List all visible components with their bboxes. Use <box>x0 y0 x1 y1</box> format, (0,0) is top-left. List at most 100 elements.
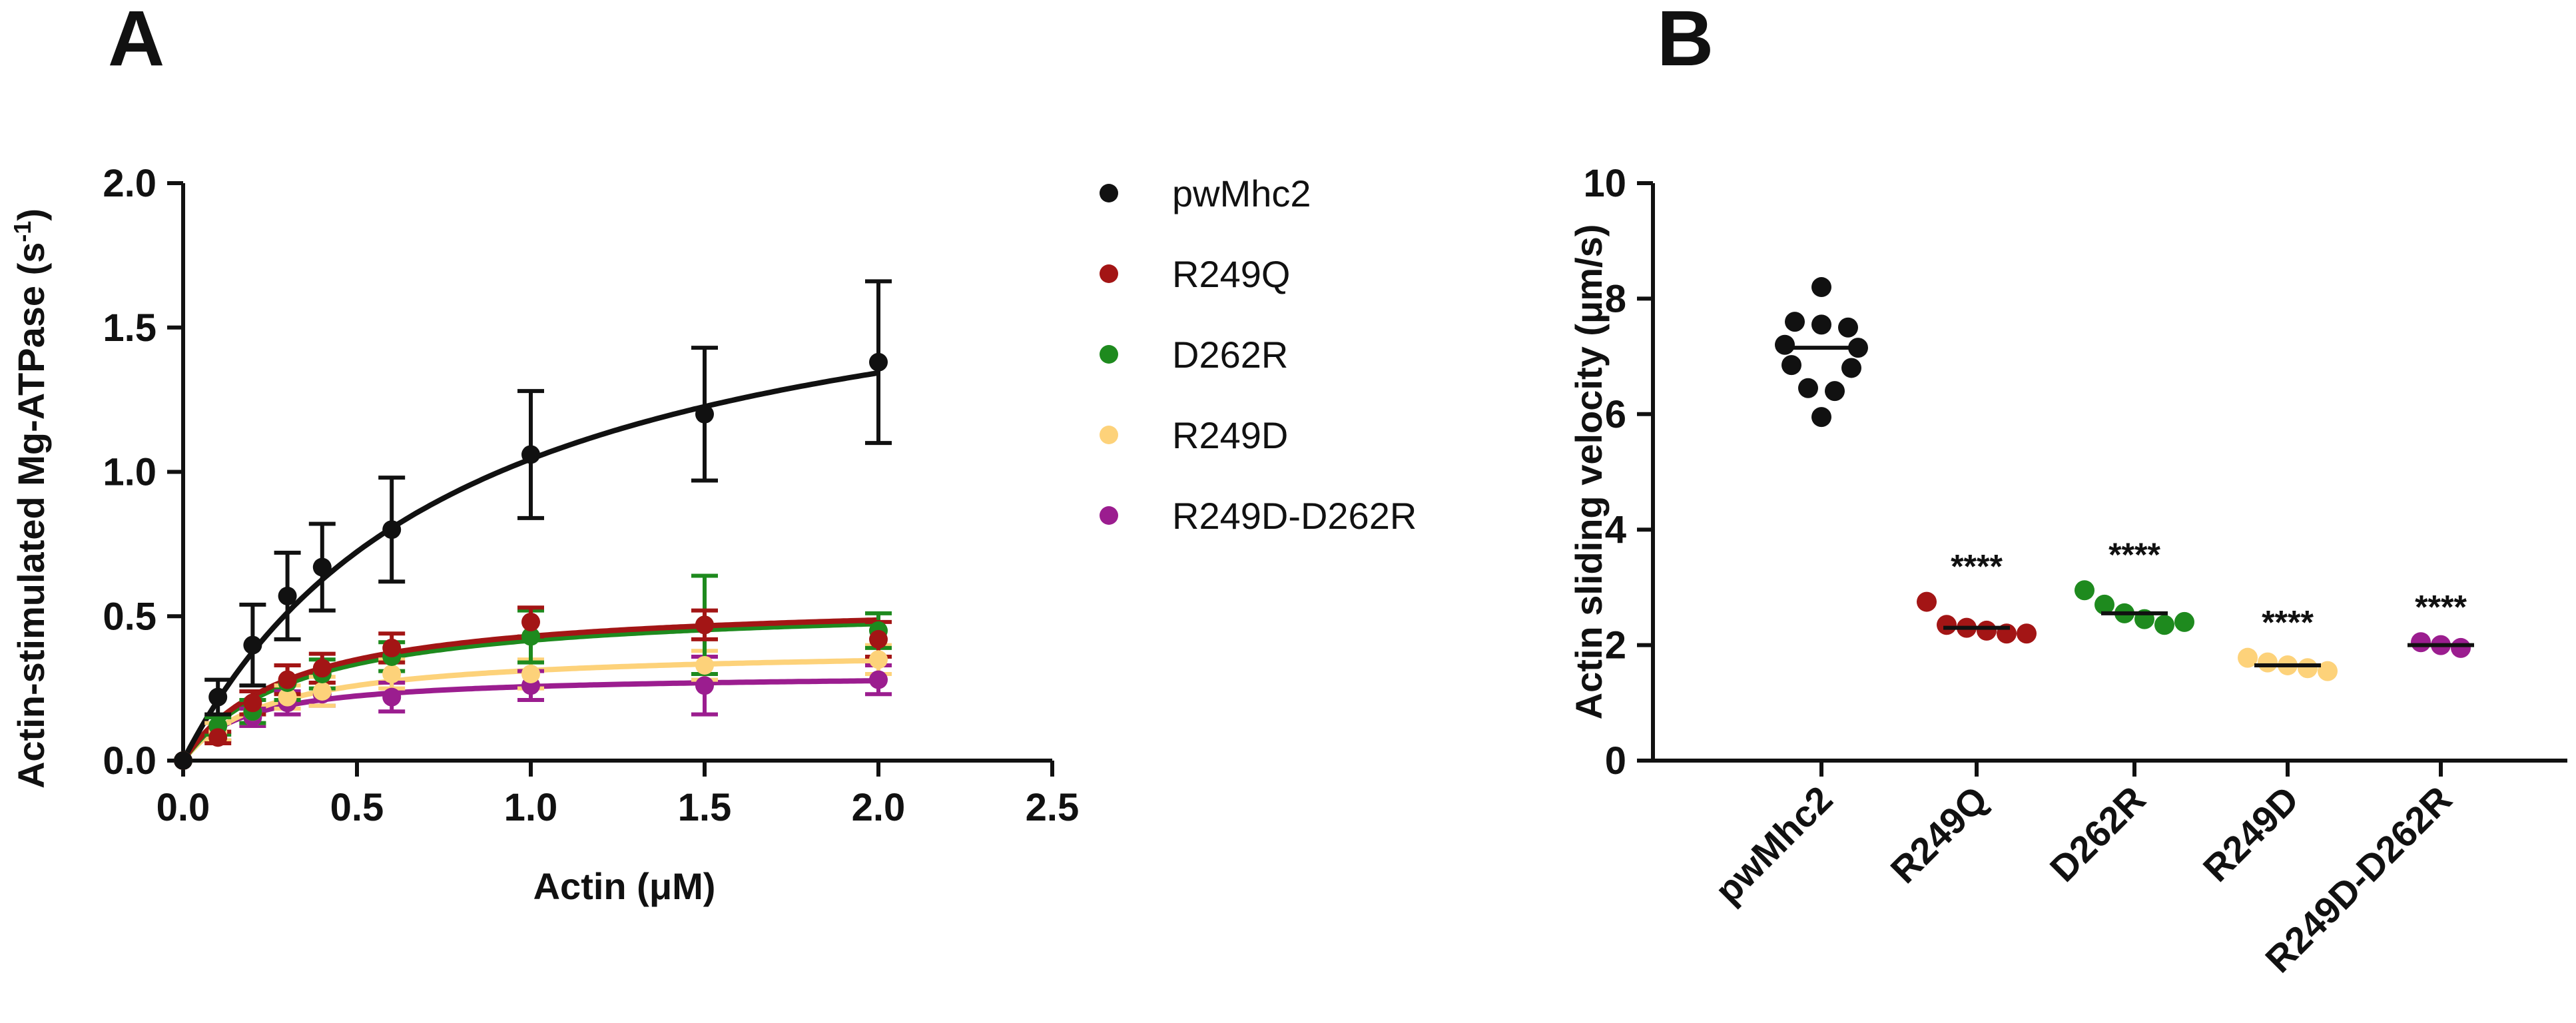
point-pwmhc2 <box>1838 317 1858 338</box>
data-point-r249d <box>521 664 540 683</box>
panel-a-x-axis-title: Actin (μM) <box>533 865 716 907</box>
legend-label-r249q: R249Q <box>1172 253 1290 295</box>
data-point-r249d-d262r <box>695 676 714 695</box>
point-r249d <box>2238 647 2258 668</box>
panel-b-y-tick-label: 0 <box>1605 739 1626 783</box>
data-point-pwmhc2 <box>382 520 402 539</box>
point-r249d <box>2298 658 2318 679</box>
legend-marker-r249d <box>1100 426 1118 444</box>
point-d262r <box>2094 594 2114 615</box>
point-pwmhc2 <box>1785 312 1805 332</box>
data-point-pwmhc2 <box>869 352 888 372</box>
panel-a-y-axis-title: Actin-stimulated Mg-ATPase (s-1) <box>9 208 53 789</box>
panel-a-y-tick-label: 1.0 <box>103 451 157 494</box>
point-r249d <box>2318 661 2338 681</box>
legend-marker-r249q <box>1100 264 1118 283</box>
data-point-pwmhc2 <box>208 687 228 707</box>
legend-marker-r249d-d262r <box>1100 506 1118 525</box>
panel-a-legend: pwMhc2 R249Q D262R R249D R249D-D262R <box>1100 172 1417 537</box>
point-r249d-d262r <box>2451 637 2471 658</box>
data-point-pwmhc2 <box>521 445 540 464</box>
point-r249q <box>1937 615 1957 635</box>
significance-d262r: **** <box>2108 536 2160 573</box>
legend-label-r249d: R249D <box>1172 414 1288 456</box>
legend-marker-pwmhc2 <box>1100 184 1118 202</box>
panel-b-y-tick-label: 6 <box>1605 393 1626 436</box>
panel-a-x-tick-label: 0.5 <box>330 786 384 829</box>
point-pwmhc2 <box>1841 358 1861 378</box>
point-r249d-d262r <box>2411 632 2431 653</box>
point-d262r <box>2075 580 2094 601</box>
panel-b-significance-labels: **** **** **** **** <box>1951 536 2467 641</box>
data-point-r249q <box>312 659 332 678</box>
panel-a-y-tick-label: 0.5 <box>103 595 157 638</box>
data-point-r249d <box>278 687 297 707</box>
panel-letter-b: B <box>1657 0 1714 83</box>
data-point-r249q <box>695 615 714 635</box>
panel-a-x-tick-label: 2.5 <box>1026 786 1080 829</box>
data-point-pwmhc2 <box>278 586 297 605</box>
category-label-d262r: D262R <box>2042 778 2154 890</box>
panel-a-y-axis-title-main: Actin-stimulated Mg-ATPase (s <box>10 242 52 789</box>
data-point-r249d-d262r <box>382 687 402 707</box>
panel-a-data-points <box>174 352 888 770</box>
panel-b-data-points <box>1775 277 2471 681</box>
data-point-r249q <box>208 728 228 747</box>
significance-r249q: **** <box>1951 548 2003 585</box>
data-point-pwmhc2 <box>174 751 192 770</box>
data-point-r249d <box>695 655 714 675</box>
category-label-r249q: R249Q <box>1882 778 1995 891</box>
category-label-r249d: R249D <box>2195 778 2307 890</box>
point-d262r <box>2154 615 2174 635</box>
data-point-d262r <box>521 627 540 646</box>
panel-b-y-axis-title: Actin sliding velocity (μm/s) <box>1568 224 1610 720</box>
significance-r249d-d262r: **** <box>2415 588 2467 625</box>
panel-b-y-tick-label: 4 <box>1605 508 1626 551</box>
panel-a-axes: 0.0 0.5 1.0 1.5 2.0 2.5 0.0 0.5 1.0 1.5 2.0 <box>103 162 1079 829</box>
panel-b-y-tick-label: 10 <box>1583 162 1626 205</box>
panel-a-y-tick-label: 0.0 <box>103 739 157 783</box>
data-point-pwmhc2 <box>243 635 262 655</box>
panel-b-mean-lines <box>1781 346 2474 667</box>
point-r249q <box>1917 591 1937 612</box>
category-label-pwmhc2: pwMhc2 <box>1707 778 1841 912</box>
point-pwmhc2 <box>1781 355 1801 376</box>
data-point-r249d <box>382 664 402 683</box>
data-point-r249q <box>521 612 540 631</box>
legend-label-d262r: D262R <box>1172 334 1288 376</box>
point-r249d <box>2258 652 2278 673</box>
legend-label-pwmhc2: pwMhc2 <box>1172 172 1311 214</box>
data-point-pwmhc2 <box>695 404 714 424</box>
data-point-r249q <box>278 670 297 689</box>
panel-a-chart: 0.0 0.5 1.0 1.5 2.0 2.5 0.0 0.5 1.0 1.5 2.0 Actin… <box>9 162 1080 907</box>
point-pwmhc2 <box>1811 277 1831 298</box>
panel-b-y-tick-label: 8 <box>1605 277 1626 320</box>
panel-b-y-tick-label: 2 <box>1605 624 1626 667</box>
data-point-r249d <box>312 681 332 701</box>
point-pwmhc2 <box>1811 314 1831 335</box>
data-point-pwmhc2 <box>312 557 332 577</box>
point-pwmhc2 <box>1811 407 1831 428</box>
panel-a-x-tick-label: 1.5 <box>678 786 732 829</box>
panel-a-x-tick-label: 2.0 <box>852 786 906 829</box>
panel-a-y-tick-label: 1.5 <box>103 306 157 350</box>
panel-a-y-tick-label: 2.0 <box>103 162 157 205</box>
panel-a-y-axis-title-close: ) <box>10 208 52 221</box>
data-point-r249d-d262r <box>869 670 888 689</box>
data-point-r249q <box>869 629 888 649</box>
point-r249q <box>1977 620 1997 641</box>
panel-a-y-axis-title-superscript: -1 <box>9 221 36 242</box>
data-point-r249q <box>243 693 262 713</box>
data-point-r249d <box>869 650 888 669</box>
panel-a-x-tick-label: 1.0 <box>504 786 558 829</box>
point-pwmhc2 <box>1775 334 1795 355</box>
significance-r249d: **** <box>2262 604 2314 641</box>
point-d262r <box>2174 611 2194 632</box>
data-point-r249q <box>382 638 402 657</box>
point-pwmhc2 <box>1798 378 1818 398</box>
point-r249q <box>2017 623 2037 644</box>
point-pwmhc2 <box>1825 381 1845 402</box>
panel-a-x-tick-label: 0.0 <box>157 786 210 829</box>
